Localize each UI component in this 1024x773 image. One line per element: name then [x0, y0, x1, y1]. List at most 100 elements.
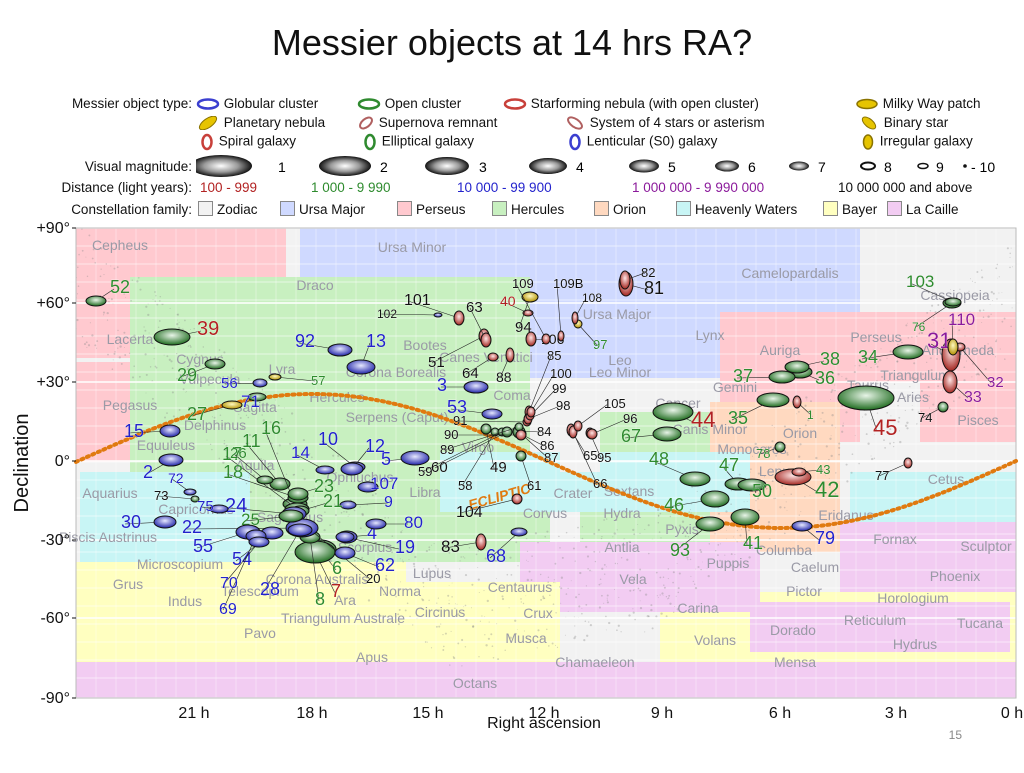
milky-way-star — [786, 509, 788, 511]
milky-way-star — [760, 549, 762, 551]
milky-way-star — [890, 415, 892, 417]
messier-object-83: 83 — [441, 533, 487, 556]
milky-way-star — [260, 458, 262, 460]
messier-object-67: 67 — [621, 426, 682, 446]
milky-way-star — [767, 524, 770, 527]
milky-way-star — [648, 552, 650, 555]
milky-way-star — [448, 551, 451, 554]
milky-way-star — [558, 586, 561, 588]
binary-icon — [861, 116, 877, 130]
milky-way-star — [873, 457, 876, 460]
constellation-label: Leo Minor — [589, 364, 652, 380]
object-marker — [339, 500, 357, 510]
milky-way-star — [335, 489, 337, 492]
milky-way-star — [337, 454, 340, 457]
milky-way-star — [854, 365, 856, 367]
milky-way-star — [509, 556, 512, 559]
object-label: 42 — [815, 477, 839, 502]
milky-way-star — [963, 395, 965, 396]
milky-way-star — [384, 577, 388, 580]
messier-object-105: 105 — [573, 396, 626, 432]
constellation-label: Horologium — [877, 590, 949, 606]
leader-line — [245, 442, 281, 485]
milky-way-star — [937, 385, 940, 388]
milky-way-star — [586, 634, 589, 637]
object-marker — [159, 424, 181, 438]
milky-way-star — [421, 598, 423, 600]
object-marker — [619, 270, 631, 290]
milky-way-star — [525, 595, 527, 597]
milky-way-star — [433, 543, 435, 545]
milky-way-star — [634, 576, 636, 579]
milky-way-star — [465, 618, 468, 622]
constellation-label: Cetus — [928, 471, 965, 487]
milky-way-star — [420, 608, 423, 610]
x-axis-label: Right ascension — [487, 715, 601, 732]
object-marker — [510, 527, 528, 537]
constellation-label: Tucana — [957, 615, 1003, 631]
milky-way-star — [1001, 292, 1003, 294]
milky-way-star — [829, 485, 832, 487]
legend-distance-label: Distance (light years): — [61, 180, 192, 195]
object-label: 27 — [187, 404, 207, 424]
milky-way-star — [829, 486, 831, 489]
milky-way-star — [285, 473, 288, 475]
milky-way-star — [133, 365, 135, 367]
milky-way-star — [728, 463, 730, 466]
milky-way-star — [343, 510, 345, 513]
milky-way-star — [195, 353, 198, 356]
milky-way-star — [131, 279, 133, 281]
milky-way-star — [987, 343, 989, 345]
milky-way-star — [546, 628, 548, 631]
milky-way-star — [440, 623, 442, 625]
milky-way-star — [933, 317, 935, 319]
constellation-label: Crater — [554, 485, 593, 501]
milky-way-star — [720, 568, 722, 570]
milky-way-star — [867, 442, 870, 445]
milky-way-star — [774, 497, 777, 499]
milky-way-star — [258, 445, 261, 447]
magnitude-value: 4 — [576, 159, 584, 175]
milky-way-star — [751, 546, 754, 549]
messier-object-40: 40 — [500, 293, 534, 317]
object-label: 74 — [918, 410, 932, 425]
milky-way-star — [478, 591, 480, 594]
milky-way-star — [107, 353, 109, 356]
legend-type-name: System of 4 stars or asterism — [589, 115, 765, 130]
milky-way-star — [155, 295, 157, 297]
starforming-icon — [503, 98, 527, 111]
milky-way-star — [803, 467, 806, 469]
milky-way-star — [634, 513, 636, 515]
family-swatch-icon — [676, 201, 691, 216]
legend-family-name: La Caille — [906, 202, 959, 217]
milky-way-star — [605, 629, 607, 631]
constellation-label: Equuleus — [137, 437, 195, 453]
milky-way-star — [606, 599, 609, 601]
milky-way-star — [1009, 256, 1011, 258]
milky-way-star — [222, 461, 225, 464]
milky-way-star — [886, 357, 888, 359]
milky-way-star — [892, 445, 895, 448]
object-label: 38 — [820, 349, 840, 369]
leader-line — [556, 283, 562, 337]
milky-way-star — [897, 420, 900, 423]
declination-tick: +60° — [36, 295, 70, 312]
object-marker — [700, 490, 730, 508]
legend-type-name: Lenticular (S0) galaxy — [586, 133, 718, 149]
object-label: 51 — [428, 354, 445, 371]
milky-way-star — [1010, 325, 1012, 328]
milky-way-star — [305, 452, 308, 455]
messier-object-44: 44 — [652, 402, 716, 432]
constellation-label: Microscopium — [137, 556, 223, 572]
legend-family-name: Heavenly Waters — [695, 202, 798, 217]
milky-way-star — [120, 362, 123, 365]
leader-line — [223, 541, 260, 585]
milky-way-star — [145, 373, 148, 376]
milky-way-star — [269, 463, 272, 466]
milky-way-star — [166, 412, 168, 414]
milky-way-star — [695, 568, 697, 570]
milky-way-star — [452, 656, 455, 658]
messier-object-39: 39 — [153, 318, 219, 346]
magnitude-6-icon — [715, 160, 739, 172]
milky-way-star — [179, 421, 181, 423]
